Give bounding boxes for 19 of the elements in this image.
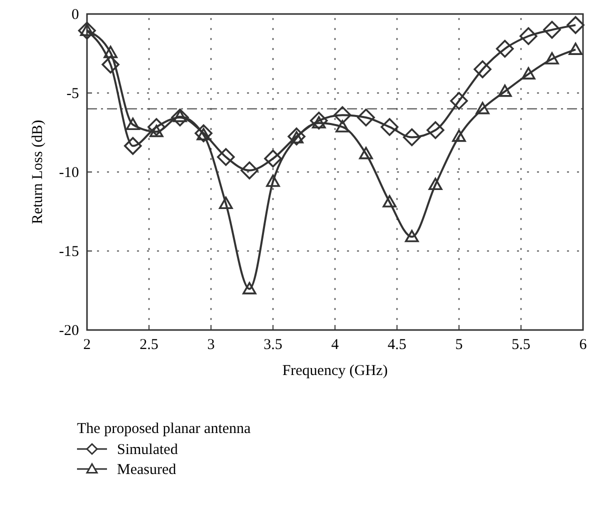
x-tick-label: 3.5 [264,337,282,353]
y-tick-label: -5 [66,86,79,102]
y-axis-title: Return Loss (dB) [30,120,46,224]
y-tick-label: -10 [59,165,79,181]
x-tick-label: 3 [207,337,215,353]
legend-label: Simulated [117,442,178,458]
legend-label: Measured [117,462,177,478]
x-tick-label: 2.5 [140,337,158,353]
y-tick-label: -15 [59,244,79,260]
x-tick-label: 5 [455,337,463,353]
y-tick-label: 0 [72,7,79,23]
x-axis-title: Frequency (GHz) [282,363,388,379]
x-tick-label: 6 [579,337,588,353]
x-tick-label: 5.5 [512,337,530,353]
x-tick-label: 4 [331,337,340,353]
x-tick-label: 2 [83,337,91,353]
legend-title: The proposed planar antenna [77,421,252,437]
y-tick-label: -20 [59,323,79,339]
x-tick-label: 4.5 [388,337,406,353]
